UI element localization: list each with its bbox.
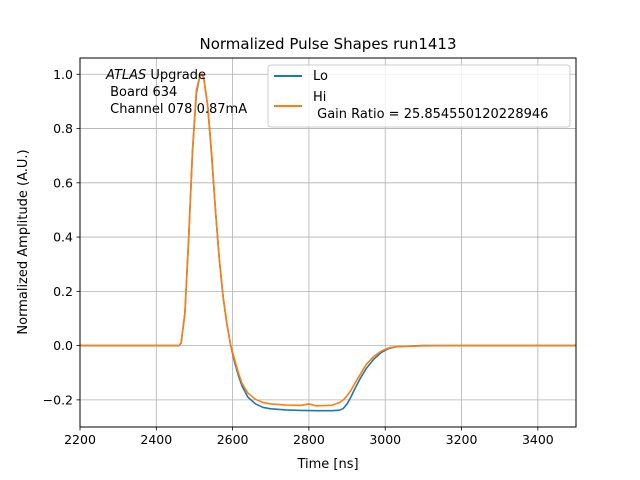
- axis-ticks: 2200 2400 2600 2800 3000 3200 3400 −0.2 0.0 0.2 0.…: [43, 67, 554, 447]
- y-tick-label: 0.8: [53, 121, 73, 136]
- y-tick-label: 0.4: [53, 230, 73, 245]
- chart-title: Normalized Pulse Shapes run1413: [199, 35, 456, 53]
- y-tick-label: 0.6: [53, 175, 73, 190]
- legend-label-lo: Lo: [313, 69, 328, 84]
- x-tick-label: 3200: [446, 432, 478, 447]
- annotation-line-1: ATLAS Upgrade: [105, 68, 206, 83]
- annotation-atlas: ATLAS: [105, 68, 146, 83]
- series-layer: [80, 73, 576, 412]
- y-tick-label: 0.2: [53, 284, 73, 299]
- y-tick-label: 1.0: [53, 67, 73, 82]
- x-tick-label: 2600: [217, 432, 249, 447]
- x-tick-label: 3000: [369, 432, 401, 447]
- y-axis-label: Normalized Amplitude (A.U.): [16, 149, 31, 334]
- annotation-upgrade: Upgrade: [146, 68, 206, 83]
- legend-gain-ratio: Gain Ratio = 25.854550120228946: [313, 107, 548, 122]
- plot-frame: [79, 57, 577, 428]
- x-tick-label: 2200: [64, 432, 96, 447]
- annotation-line-2: Board 634: [106, 85, 177, 100]
- annotation-line-3: Channel 078 0.87mA: [106, 102, 247, 117]
- legend-box: [267, 64, 571, 128]
- legend-label-hi: Hi: [313, 90, 326, 105]
- x-tick-label: 2800: [293, 432, 325, 447]
- annotation-text: ATLAS Upgrade Board 634 Channel 078 0.87…: [105, 68, 247, 117]
- x-axis-label: Time [ns]: [296, 457, 358, 472]
- y-tick-label: 0.0: [53, 338, 73, 353]
- y-tick-label: −0.2: [43, 392, 73, 407]
- legend: Lo Hi Gain Ratio = 25.854550120228946: [267, 64, 571, 128]
- x-tick-label: 2400: [140, 432, 172, 447]
- x-tick-label: 3400: [522, 432, 554, 447]
- series-line-hi: [80, 73, 576, 407]
